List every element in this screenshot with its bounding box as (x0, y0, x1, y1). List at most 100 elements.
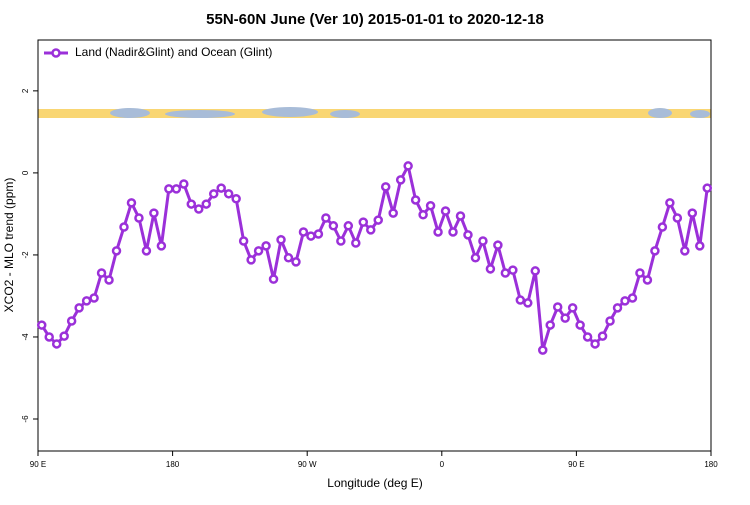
data-point (74, 303, 84, 313)
data-point (201, 199, 211, 209)
data-point (530, 266, 541, 276)
data-point (81, 296, 92, 306)
data-point (343, 221, 354, 231)
data-point (156, 241, 167, 251)
data-point (485, 264, 496, 274)
data-point (470, 253, 481, 263)
data-point (463, 230, 473, 240)
data-point (268, 274, 279, 284)
data-point (560, 313, 570, 323)
data-point (96, 268, 107, 278)
data-point (351, 238, 361, 248)
data-point (328, 221, 339, 231)
data-point (261, 241, 271, 251)
data-point (665, 198, 675, 208)
data-point (126, 198, 137, 208)
data-point (149, 208, 159, 218)
x-tick-label: 90 E (30, 460, 46, 469)
data-point (134, 213, 144, 223)
data-point (111, 246, 122, 256)
data-point (478, 236, 488, 246)
data-point (194, 204, 204, 214)
data-point (448, 227, 458, 237)
data-point (433, 227, 443, 237)
data-point (59, 331, 69, 341)
data-point (695, 241, 705, 251)
data-point (164, 184, 174, 194)
data-point (545, 320, 555, 330)
legend-label: Land (Nadir&Glint) and Ocean (Glint) (75, 45, 272, 59)
data-point (410, 195, 421, 205)
data-point (627, 293, 638, 303)
data-point (687, 208, 698, 218)
data-point (418, 209, 428, 220)
legend-marker (51, 48, 61, 58)
y-tick-label: -2 (21, 251, 30, 259)
data-point (171, 184, 182, 194)
data-point (283, 253, 294, 263)
data-point (552, 302, 563, 312)
data-point (216, 183, 226, 193)
data-point (702, 183, 713, 193)
x-axis-label: Longitude (deg E) (327, 476, 422, 490)
data-point (642, 275, 653, 285)
data-point (89, 293, 99, 303)
x-tick-label: 90 W (298, 460, 317, 469)
data-point (253, 246, 264, 256)
data-point (291, 257, 301, 267)
data-point (306, 231, 316, 241)
data-point (620, 296, 630, 306)
data-point (493, 240, 503, 250)
data-point (523, 298, 533, 308)
data-point (650, 246, 660, 256)
data-point (657, 222, 668, 232)
data-point (672, 213, 683, 223)
data-point (66, 316, 77, 326)
data-point (119, 222, 129, 232)
data-point (321, 213, 331, 223)
y-tick-label: 2 (21, 88, 30, 93)
chart-title: 55N-60N June (Ver 10) 2015-01-01 to 2020… (206, 11, 544, 28)
data-point (380, 182, 391, 192)
data-point (313, 229, 324, 239)
data-point (635, 268, 645, 278)
data-point (223, 189, 234, 199)
data-point (336, 236, 346, 246)
data-point (590, 339, 600, 349)
data-point (366, 225, 376, 235)
data-point (403, 161, 413, 171)
plot-frame (37, 39, 712, 452)
data-point (44, 332, 54, 342)
y-tick-label: -6 (21, 415, 30, 423)
data-point (36, 320, 47, 330)
data-point (104, 275, 114, 285)
y-tick-label: 0 (21, 170, 30, 175)
data-point (141, 246, 152, 256)
x-tick-label: 0 (440, 460, 445, 469)
data-point (605, 316, 615, 326)
data-point (538, 345, 548, 355)
data-point (276, 235, 286, 245)
data-point (440, 206, 451, 216)
data-point (246, 255, 256, 265)
data-point (358, 217, 369, 227)
land-ocean-band (38, 107, 711, 118)
data-point (582, 332, 593, 342)
data-point (208, 189, 219, 199)
data-point (612, 303, 623, 313)
data-point (508, 265, 518, 275)
x-tick-label: 90 E (568, 460, 584, 469)
data-point (515, 295, 526, 305)
data-point (186, 199, 197, 209)
data-point (575, 320, 585, 330)
data-point (179, 179, 189, 189)
data-point (238, 236, 249, 246)
data-point (500, 268, 511, 278)
data-point (455, 211, 466, 221)
data-point (395, 175, 406, 185)
x-tick-label: 180 (166, 460, 180, 469)
data-point (231, 193, 241, 204)
data-point (680, 246, 690, 256)
data-point (567, 303, 578, 313)
